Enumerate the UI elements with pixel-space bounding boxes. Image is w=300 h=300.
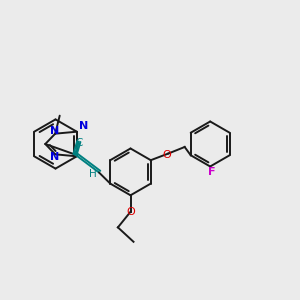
Text: N: N [79, 121, 88, 131]
Text: F: F [208, 167, 215, 177]
Text: C: C [76, 138, 83, 148]
Text: H: H [88, 169, 96, 179]
Text: N: N [50, 152, 59, 162]
Text: O: O [126, 207, 135, 217]
Text: O: O [162, 150, 171, 160]
Text: N: N [50, 126, 59, 136]
